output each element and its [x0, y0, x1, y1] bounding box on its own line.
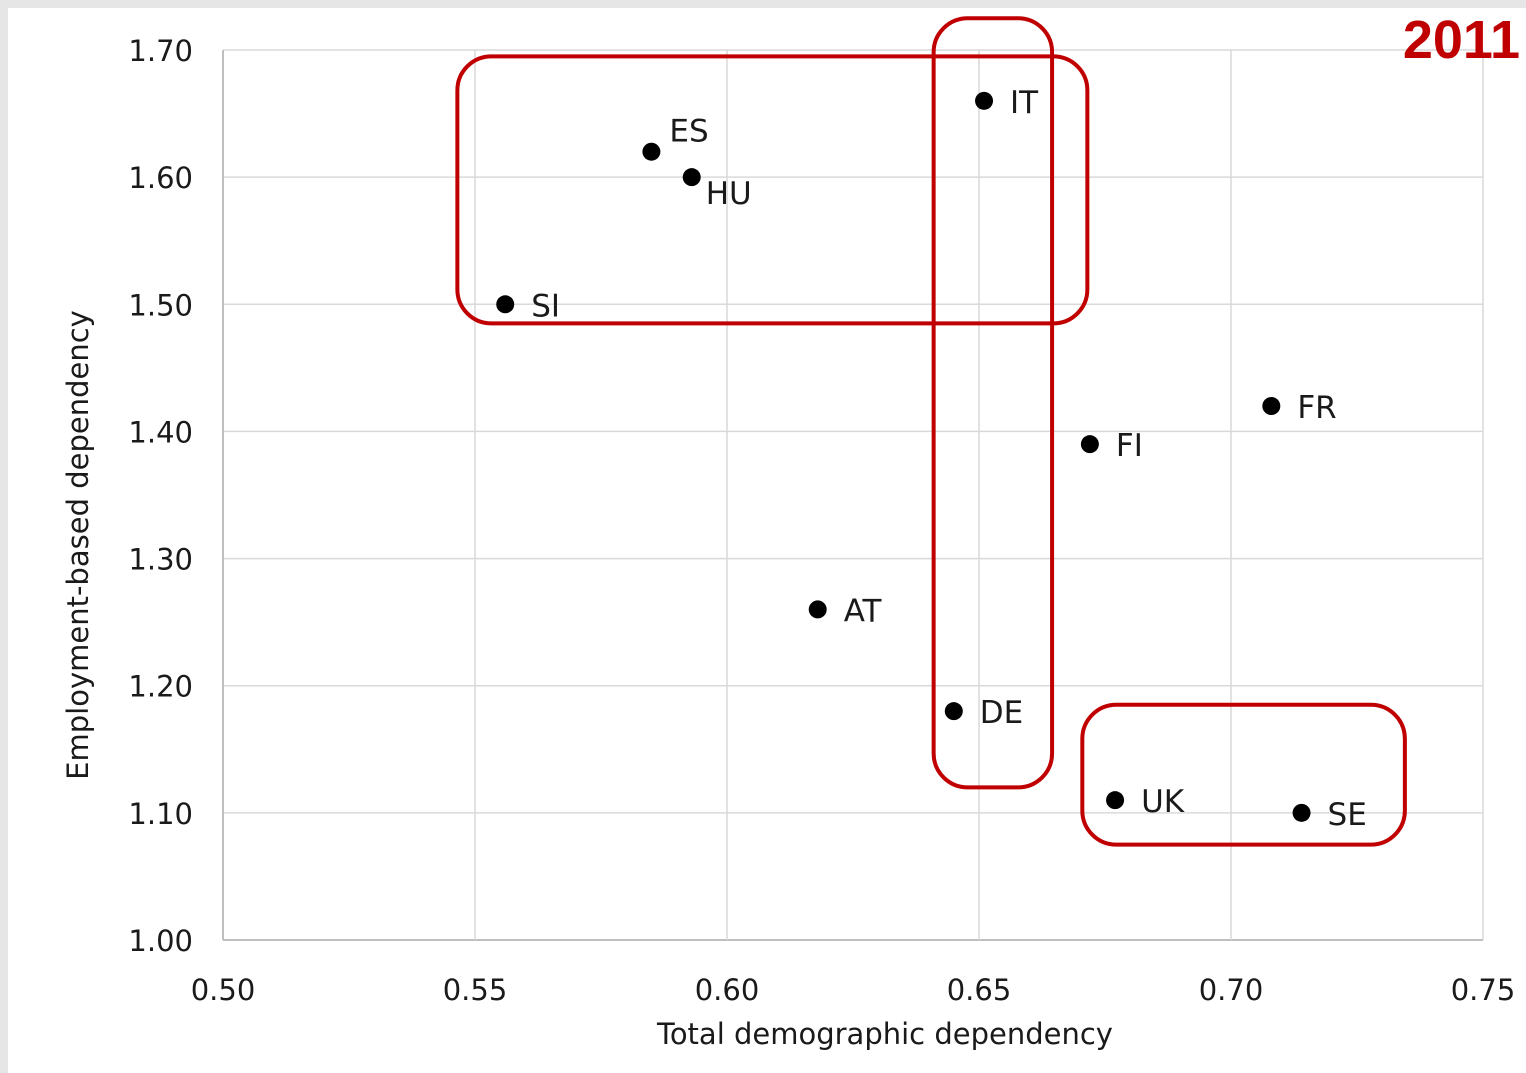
data-label-fr: FR	[1297, 390, 1336, 426]
data-point-it	[975, 91, 994, 110]
highlight-group-box	[1080, 702, 1407, 847]
x-axis-title: Total demographic dependency	[656, 1017, 1113, 1051]
x-tick-label: 0.55	[443, 973, 508, 1007]
data-label-de: DE	[980, 695, 1023, 731]
y-tick-label: 1.00	[128, 924, 193, 958]
data-label-si: SI	[531, 288, 560, 324]
data-label-uk: UK	[1141, 784, 1185, 820]
data-point-fr	[1262, 397, 1281, 415]
y-tick-label: 1.50	[128, 288, 193, 322]
x-tick-label: 0.70	[1199, 973, 1264, 1007]
data-point-si	[496, 295, 515, 314]
data-point-se	[1292, 803, 1311, 822]
y-tick-label: 1.30	[128, 543, 193, 577]
highlight-group-box	[931, 16, 1055, 790]
data-point-uk	[1106, 791, 1125, 810]
data-label-fi: FI	[1116, 428, 1143, 464]
x-tick-label: 0.65	[947, 973, 1012, 1007]
data-label-se: SE	[1328, 797, 1367, 833]
y-tick-label: 1.20	[128, 670, 193, 704]
x-tick-label: 0.60	[695, 973, 760, 1007]
data-label-it: IT	[1010, 85, 1039, 121]
y-tick-label: 1.60	[128, 161, 193, 195]
data-point-hu	[682, 168, 701, 187]
scatter-chart: 1.00 1.10 1.20 1.30 1.40 1.50 1.60 1.70 0.50 0.55…	[61, 16, 1516, 1051]
data-point-es	[642, 142, 661, 161]
y-tick-label: 1.70	[128, 34, 193, 68]
year-label: 2011	[1402, 10, 1520, 70]
x-tick-label: 0.75	[1451, 973, 1516, 1007]
data-point-at	[808, 600, 827, 619]
data-label-es: ES	[669, 114, 708, 150]
highlight-group-box	[455, 54, 1090, 326]
x-tick-label: 0.50	[191, 973, 256, 1007]
y-tick-label: 1.40	[128, 415, 193, 449]
y-axis-title: Employment-based dependency	[61, 310, 95, 780]
data-point-de	[944, 702, 963, 721]
data-point-fi	[1080, 435, 1099, 454]
data-label-hu: HU	[706, 176, 752, 212]
y-tick-label: 1.10	[128, 797, 193, 831]
chart-frame: 1.00 1.10 1.20 1.30 1.40 1.50 1.60 1.70 0.50 0.55…	[8, 8, 1526, 1073]
data-label-at: AT	[844, 593, 883, 629]
